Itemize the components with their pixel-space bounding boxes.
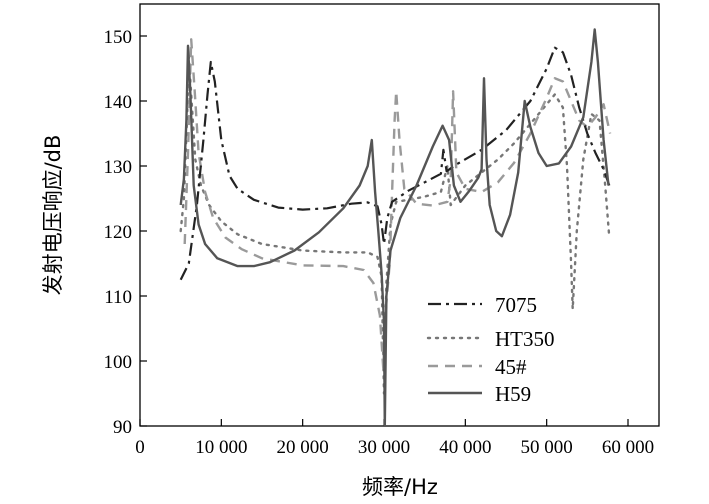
y-tick-label: 90 — [113, 417, 132, 438]
x-tick-label: 30 000 — [358, 437, 410, 458]
x-tick-label: 60 000 — [602, 437, 654, 458]
x-tick-label: 50 000 — [521, 437, 573, 458]
x-tick-label: 40 000 — [439, 437, 491, 458]
legend-label: HT350 — [495, 327, 555, 351]
x-tick-label: 20 000 — [277, 437, 329, 458]
series-line-H59 — [179, 28, 610, 426]
legend-label: 7075 — [495, 293, 537, 317]
y-axis-title: 发射电压响应/dB — [41, 135, 65, 296]
series-line-45 — [183, 38, 612, 369]
series-layer — [179, 28, 612, 426]
x-axis: 0 10 000 20 000 30 000 40 000 50 000 60 000 — [135, 419, 654, 458]
plot-frame — [139, 3, 660, 427]
y-axis: 90 100 110 120 130 140 150 — [104, 27, 147, 438]
y-tick-label: 150 — [104, 27, 133, 48]
series-line-7075 — [179, 46, 611, 281]
y-tick-label: 130 — [104, 157, 133, 178]
y-tick-label: 100 — [104, 352, 133, 373]
y-tick-label: 120 — [104, 222, 133, 243]
x-tick-label: 0 — [135, 437, 145, 458]
legend-label: H59 — [495, 382, 531, 406]
legend: 7075 HT350 45# H59 — [426, 293, 555, 406]
legend-label: 45# — [495, 355, 527, 379]
y-tick-label: 140 — [104, 92, 133, 113]
x-axis-title: 频率/Hz — [362, 475, 438, 499]
y-tick-label: 110 — [104, 287, 132, 308]
x-tick-label: 10 000 — [195, 437, 247, 458]
